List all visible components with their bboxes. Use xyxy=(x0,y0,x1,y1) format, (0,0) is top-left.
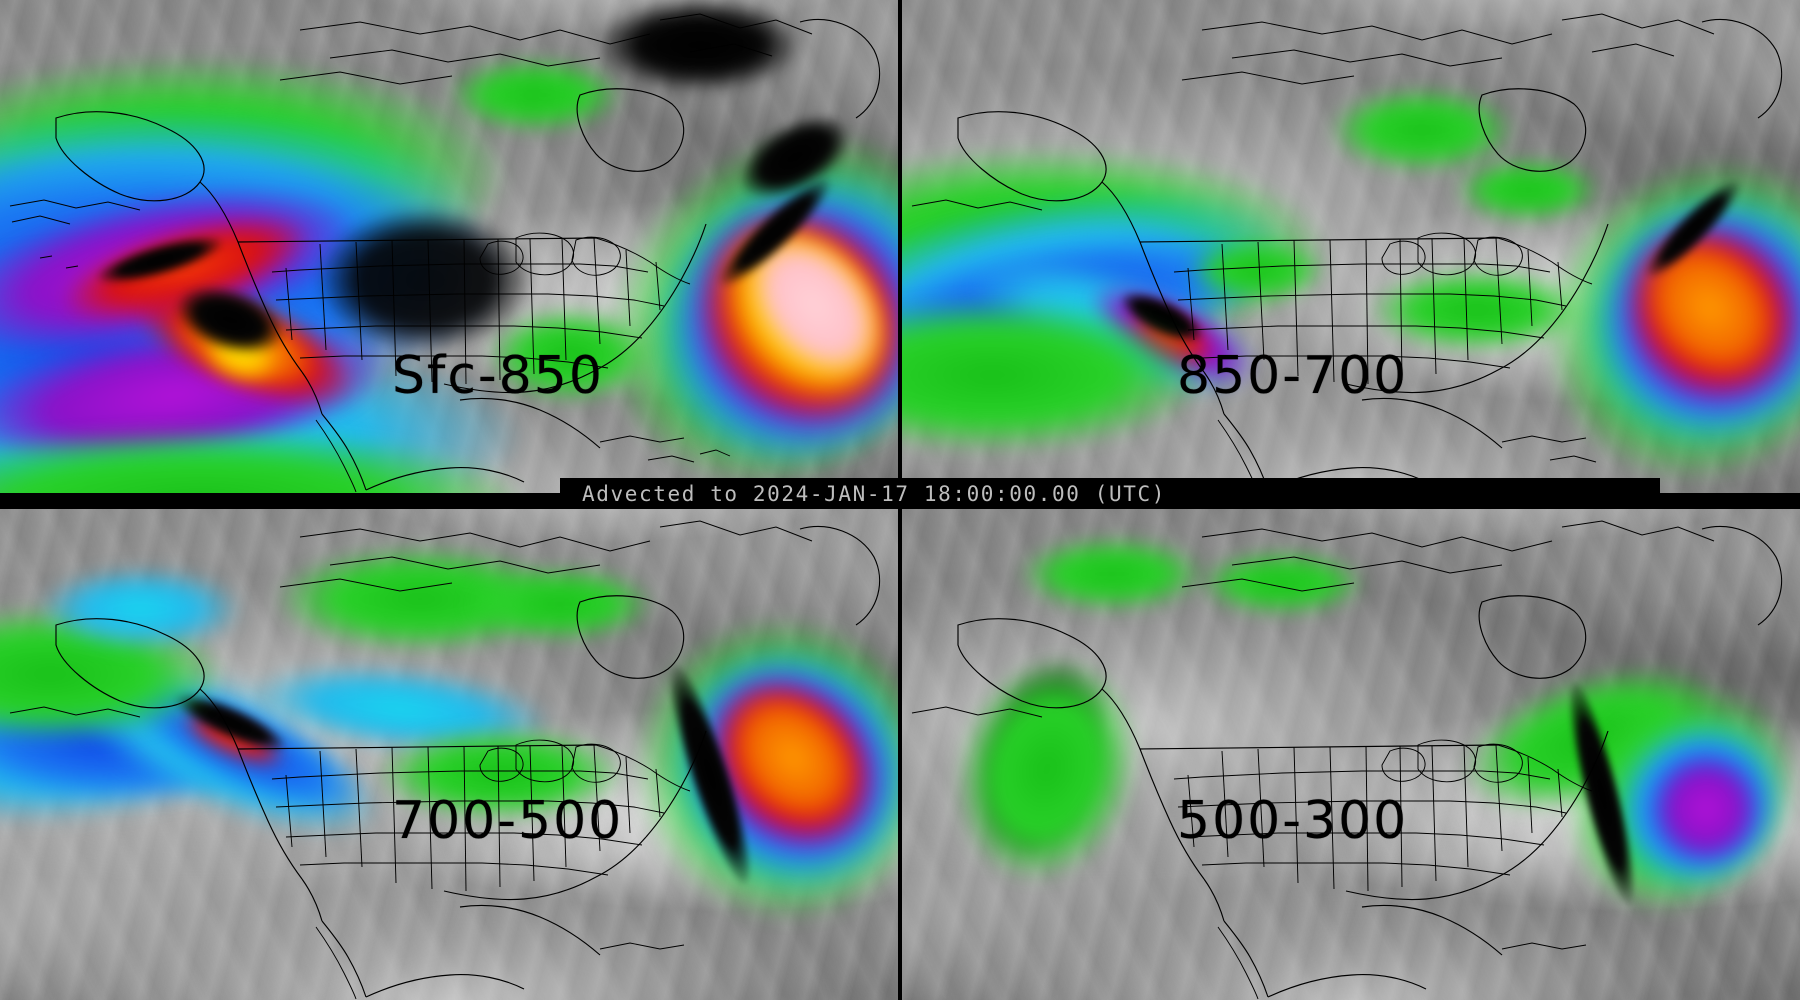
plume-green-arctic xyxy=(1022,539,1202,609)
plume-green-rockies xyxy=(1192,240,1322,300)
plume-green-hudson xyxy=(470,569,650,639)
plume-black-rockies-terrain xyxy=(320,210,530,350)
panel-label-700-500: 700-500 xyxy=(392,791,624,851)
plume-green-canada xyxy=(1202,553,1362,613)
panel-850-700[interactable]: 850-700 xyxy=(902,0,1800,493)
panel-500-300[interactable]: 500-300 xyxy=(902,509,1800,1000)
plume-green-canada xyxy=(1332,90,1512,170)
plume-cyan-alaska xyxy=(40,569,240,649)
timestamp-text: Advected to 2024-JAN-17 18:00:00.00 (UTC… xyxy=(582,481,1166,506)
timestamp-banner: Advected to 2024-JAN-17 18:00:00.00 (UTC… xyxy=(560,478,1660,509)
panel-label-sfc-850: Sfc-850 xyxy=(392,346,604,406)
plume-black-hudson xyxy=(600,0,800,90)
plume-green-hudson xyxy=(1458,160,1598,220)
plume-green-canada xyxy=(450,60,620,130)
panel-label-850-700: 850-700 xyxy=(1177,346,1409,406)
panel-700-500[interactable]: 700-500 xyxy=(0,509,898,1000)
panel-label-500-300: 500-300 xyxy=(1177,791,1409,851)
plume-green-plains xyxy=(1372,270,1582,350)
panel-sfc-850[interactable]: Sfc-850 xyxy=(0,0,898,493)
